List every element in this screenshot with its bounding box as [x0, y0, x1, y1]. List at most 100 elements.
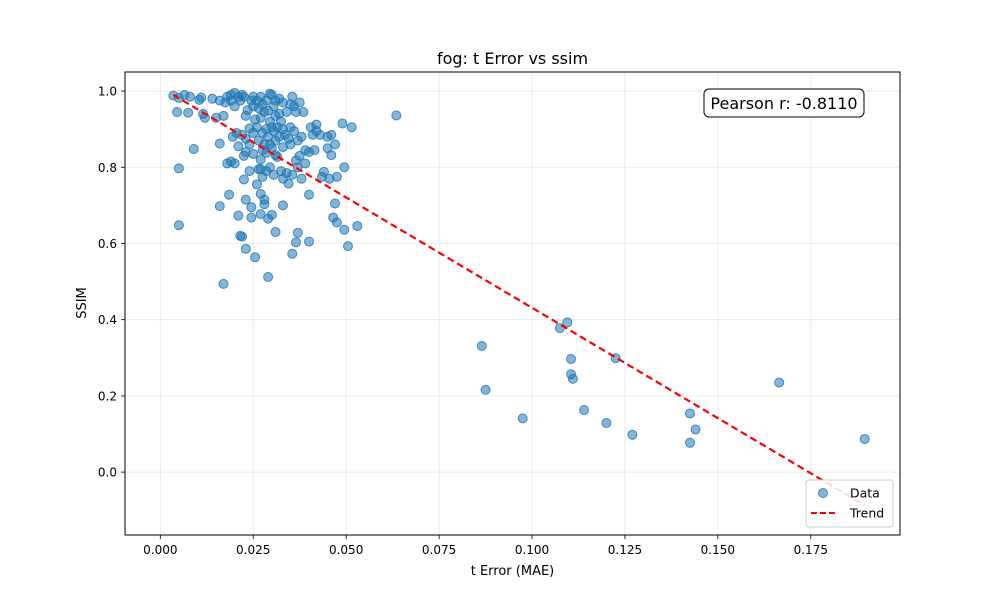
- data-point: [289, 126, 300, 137]
- data-point: [277, 200, 288, 211]
- data-point: [287, 248, 298, 259]
- data-point: [218, 110, 229, 121]
- data-point: [318, 166, 329, 177]
- data-point: [326, 129, 337, 140]
- data-point: [240, 194, 251, 205]
- data-point: [229, 158, 240, 169]
- data-point: [627, 429, 638, 440]
- data-point: [296, 173, 307, 184]
- plot-frame: [124, 71, 901, 536]
- data-point: [214, 138, 225, 149]
- data-point: [339, 224, 350, 235]
- x-tick-label: 0.175: [794, 543, 828, 557]
- data-point: [183, 107, 194, 118]
- data-point: [303, 189, 314, 200]
- data-point: [233, 141, 244, 152]
- data-point: [248, 148, 259, 159]
- data-point: [294, 97, 305, 108]
- x-tick-label: 0.125: [608, 543, 642, 557]
- data-point: [218, 278, 229, 289]
- data-point: [292, 227, 303, 238]
- y-tick-label: 1.0: [98, 85, 117, 99]
- data-point: [172, 107, 183, 118]
- data-point: [250, 252, 261, 263]
- data-point: [774, 377, 785, 388]
- y-tick-label: 0.8: [98, 161, 117, 175]
- data-point: [309, 145, 320, 156]
- x-tick-label: 0.050: [329, 543, 363, 557]
- trend-line: [172, 93, 866, 507]
- data-point: [331, 217, 342, 228]
- data-point: [188, 143, 199, 154]
- x-tick-label: 0.100: [515, 543, 549, 557]
- annotation-box: [703, 88, 865, 118]
- data-point: [263, 272, 274, 283]
- data-point: [337, 118, 348, 129]
- data-point: [331, 171, 342, 182]
- ticks-layer: 0.000 0.025 0.050 0.075 0.100 0.125 0.150 0.175…: [98, 85, 828, 557]
- legend-data-label: Data: [850, 486, 880, 501]
- y-tick-label: 0.6: [98, 237, 117, 251]
- chart-title: fog: t Error vs ssim: [437, 49, 588, 68]
- y-tick-label: 0.2: [98, 389, 117, 403]
- data-point: [690, 424, 701, 435]
- data-point: [601, 417, 612, 428]
- data-point: [298, 107, 309, 118]
- data-point: [554, 323, 565, 334]
- data-point: [283, 178, 294, 189]
- data-point: [326, 150, 337, 161]
- x-tick-label: 0.150: [701, 543, 735, 557]
- data-point: [343, 241, 354, 252]
- legend-trend-label: Trend: [849, 506, 884, 521]
- data-point: [300, 158, 311, 169]
- data-point: [339, 162, 350, 173]
- data-point: [246, 212, 257, 223]
- data-point: [237, 231, 248, 242]
- data-point: [567, 373, 578, 384]
- data-point: [270, 227, 281, 238]
- data-point: [238, 174, 249, 185]
- data-point: [566, 353, 577, 364]
- data-point: [185, 91, 196, 102]
- y-tick-label: 0.4: [98, 313, 117, 327]
- data-point: [246, 202, 257, 213]
- data-point: [391, 110, 402, 121]
- data-point: [251, 179, 262, 190]
- data-point: [214, 201, 225, 212]
- legend-data-marker: [818, 488, 828, 498]
- data-point: [303, 236, 314, 247]
- points-layer: [168, 87, 870, 448]
- data-point: [287, 91, 298, 102]
- data-point: [240, 243, 251, 254]
- x-tick-label: 0.000: [143, 543, 177, 557]
- data-point: [517, 413, 528, 424]
- y-tick-label: 0.0: [98, 466, 117, 480]
- data-point: [859, 433, 870, 444]
- grid-layer: [125, 72, 900, 535]
- data-point: [224, 189, 235, 200]
- data-point: [173, 220, 184, 231]
- x-tick-label: 0.075: [422, 543, 456, 557]
- data-point: [352, 220, 363, 231]
- data-point: [330, 139, 341, 150]
- data-point: [233, 210, 244, 221]
- data-point: [480, 384, 491, 395]
- data-point: [287, 169, 298, 180]
- data-point: [684, 408, 695, 419]
- data-point: [173, 163, 184, 174]
- data-point: [476, 340, 487, 351]
- data-point: [562, 317, 573, 328]
- y-axis-title: SSIM: [75, 287, 90, 319]
- data-point: [684, 437, 695, 448]
- data-point: [290, 237, 301, 248]
- data-point: [296, 131, 307, 142]
- data-point: [579, 405, 590, 416]
- annotation-text: Pearson r: -0.8110: [710, 94, 857, 113]
- data-point: [255, 154, 266, 165]
- data-point: [266, 209, 277, 220]
- data-point: [259, 199, 270, 210]
- x-axis-title: t Error (MAE): [471, 564, 555, 579]
- data-point: [255, 209, 266, 220]
